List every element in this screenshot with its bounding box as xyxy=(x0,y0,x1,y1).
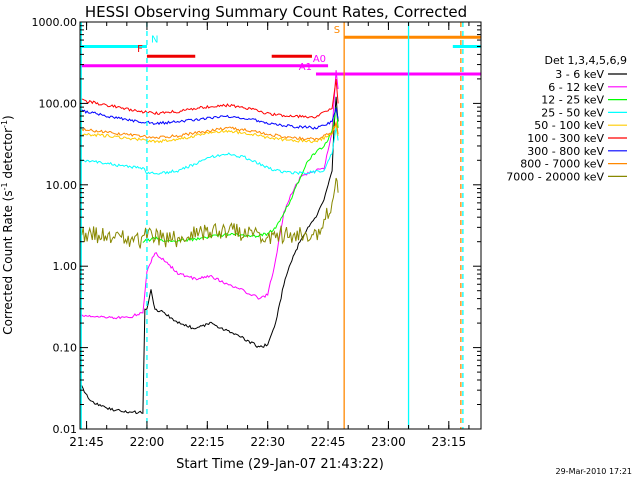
series-line-12-25-kev xyxy=(142,107,339,243)
x-tick-label-3: 22:30 xyxy=(250,435,285,449)
series-line-3-6-kev xyxy=(80,96,339,415)
chart-title: HESSI Observing Summary Count Rates, Cor… xyxy=(85,3,467,21)
legend-label-7000-20000-kev: 7000 - 20000 keV xyxy=(506,170,604,183)
flag-label-a1: A1 xyxy=(299,62,312,73)
flag-label-a0: A0 xyxy=(313,54,326,65)
x-tick-label-1: 22:00 xyxy=(130,435,165,449)
y-axis-label-sup2: -1 xyxy=(0,120,9,128)
series-line-300-800-kev xyxy=(80,107,339,130)
series-line-50-100-kev xyxy=(80,122,339,144)
y-axis-label: Corrected Count Rate (s-1 detector-1) xyxy=(0,115,15,334)
y-tick-label-3: 1.00 xyxy=(53,260,78,273)
y-axis-label-main: Corrected Count Rate (s xyxy=(1,190,15,334)
series-line-800-7000-kev xyxy=(80,120,339,142)
y-axis-label-mid: detector xyxy=(1,128,15,183)
legend-label-6-12-kev: 6 - 12 keV xyxy=(548,81,604,94)
series-layer xyxy=(80,70,339,415)
flag-label-s: S xyxy=(334,25,340,36)
vline-layer xyxy=(80,22,464,429)
y-tick-label-4: 0.10 xyxy=(53,342,78,355)
legend-title: Det 1,3,4,5,6,9 xyxy=(544,54,627,67)
legend-label-100-300-kev: 100 - 300 keV xyxy=(527,132,604,145)
legend-label-12-25-kev: 12 - 25 keV xyxy=(541,94,604,107)
x-tick-label-4: 22:45 xyxy=(311,435,346,449)
series-line-100-300-kev xyxy=(80,79,339,119)
series-line-25-50-kev xyxy=(80,127,339,176)
legend-label-800-7000-kev: 800 - 7000 keV xyxy=(520,158,604,171)
series-line-6-12-kev xyxy=(80,70,339,320)
x-tick-label-5: 23:00 xyxy=(371,435,406,449)
y-tick-label-5: 0.01 xyxy=(53,423,78,436)
flag-label-n: N xyxy=(151,35,158,46)
y-axis-label-end: ) xyxy=(1,115,15,120)
y-axis-label-sup1: -1 xyxy=(0,182,9,190)
flag-label-f: F xyxy=(137,44,143,55)
x-axis-label: Start Time (29-Jan-07 21:43:22) xyxy=(176,457,384,472)
y-tick-label-2: 10.00 xyxy=(46,179,78,192)
series-line-7000-20000-kev xyxy=(80,177,339,249)
legend-label-50-100-kev: 50 - 100 keV xyxy=(534,119,604,132)
x-tick-label-0: 21:45 xyxy=(69,435,104,449)
footer-date: 29-Mar-2010 17:21 xyxy=(556,467,633,476)
legend-label-3-6-kev: 3 - 6 keV xyxy=(555,68,604,81)
x-tick-label-2: 22:15 xyxy=(190,435,225,449)
y-tick-label-1: 100.00 xyxy=(39,97,78,110)
legend-label-300-800-kev: 300 - 800 keV xyxy=(527,145,604,158)
x-tick-label-6: 23:15 xyxy=(432,435,467,449)
plot-frame xyxy=(79,21,482,430)
y-tick-label-0: 1000.00 xyxy=(32,16,78,29)
legend-label-25-50-kev: 25 - 50 keV xyxy=(541,106,604,119)
